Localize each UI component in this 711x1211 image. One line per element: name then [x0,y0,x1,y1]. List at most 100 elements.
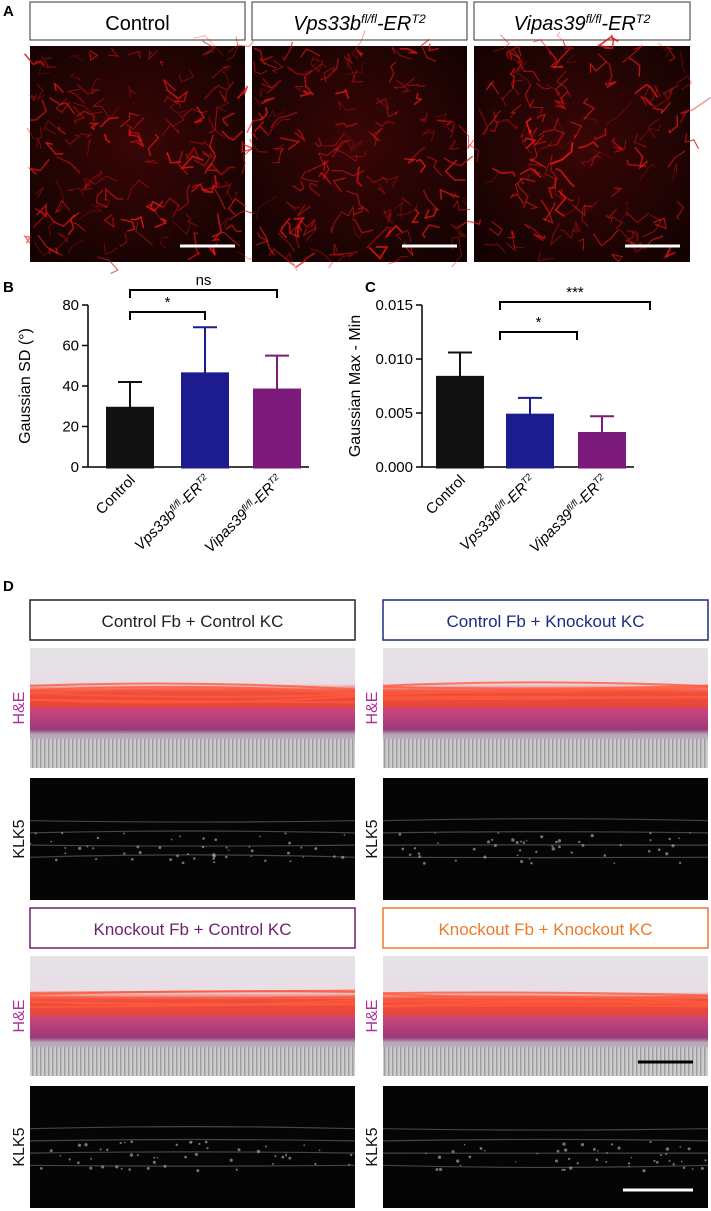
speck [152,1160,156,1164]
fiber [72,105,86,125]
fiber [166,151,182,164]
speck [34,832,37,835]
fiber [346,59,356,81]
fiber [337,253,354,263]
fiber [169,96,188,114]
panel-label: C [365,279,376,296]
keratin-layer [382,686,709,694]
fiber [452,199,471,211]
fiber [309,247,334,269]
label: Control [105,13,169,35]
fiber [259,87,269,98]
speck [610,1143,614,1146]
fiber [163,95,179,105]
fiber [552,48,570,69]
fiber [48,220,57,237]
speck [456,1159,460,1163]
fiber [43,119,60,135]
fiber [37,127,43,150]
speck [136,845,140,849]
fiber [650,84,661,103]
fiber [135,222,153,246]
fiber [211,232,221,242]
speck [627,1162,631,1165]
bar [181,372,229,469]
speck [229,1158,233,1162]
fiber [462,196,468,207]
bar [506,413,554,469]
speck [619,843,622,847]
fiber [643,85,668,108]
speck [516,854,519,857]
fiber [492,110,502,120]
header-box [29,1,246,41]
klk5-image [383,778,708,900]
fiber [330,212,342,234]
fiber [185,146,200,161]
fiber [151,207,160,219]
speck [590,833,594,838]
fiber [306,159,330,173]
speck [687,1147,691,1151]
fiber [295,252,316,269]
fiber [533,39,552,56]
fiber [144,160,159,164]
fiber [253,121,269,136]
label: Vps33bfl/fl-ERT2 [456,471,539,554]
fiber [396,204,418,217]
speck [39,1167,43,1170]
group-title: Knockout Fb + Knockout KC [438,920,652,939]
label: Vps33bfl/fl-ERT2 [131,471,214,554]
y-tick-label: 80 [62,297,79,314]
speck [303,1144,306,1146]
fiber [679,109,690,123]
fiber [103,242,119,255]
keratin-layer [29,688,356,695]
fiber [208,134,217,168]
speck [603,854,607,857]
fiber [207,115,226,138]
speck [668,1160,671,1162]
fiber [85,175,118,185]
fiber [32,208,46,228]
fiber [222,112,235,127]
tissue-edge [29,1138,356,1142]
fiber [187,247,200,261]
speck [281,1155,285,1159]
fiber [585,200,598,213]
fiber [415,158,427,173]
fiber [400,195,412,206]
fiber [271,59,284,74]
fiber [420,38,437,63]
fiber [73,102,103,115]
fiber [286,66,313,76]
fiber [559,188,574,202]
fiber [468,144,479,162]
speck [288,841,291,845]
speck [408,853,412,857]
he-base [383,739,708,768]
fiber [237,85,249,99]
fiber [55,180,65,213]
speck [272,1162,274,1165]
speck [156,1157,159,1159]
fiber [566,54,577,63]
y-tick-label: 0 [71,459,79,476]
speck [530,862,533,865]
fiber [392,77,416,90]
fiber [273,143,285,152]
speck [459,1164,462,1167]
fiber [533,233,546,242]
speck [343,834,346,836]
keratin-layer [29,995,356,1000]
fiber [64,134,81,146]
fiber [626,159,647,168]
fiber [277,232,296,253]
fiber [547,129,565,147]
speck [417,852,421,855]
fiber [544,162,558,189]
speck [630,1156,633,1159]
fiber [512,57,524,75]
fiber [481,115,498,136]
fiber [104,187,124,201]
